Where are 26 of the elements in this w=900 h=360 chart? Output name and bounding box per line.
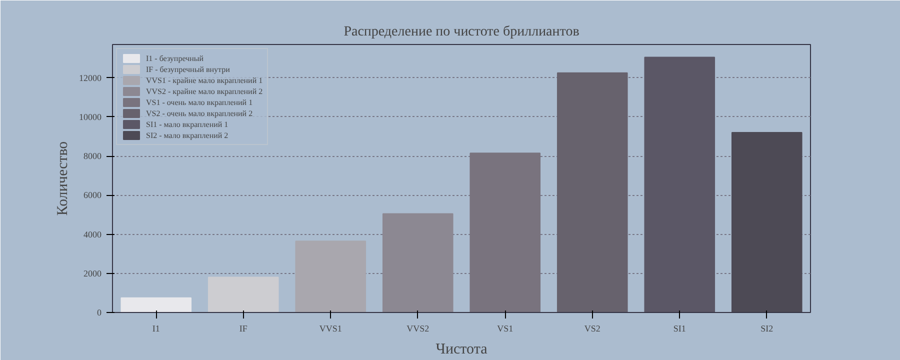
legend-label: VS1 - очень мало вкраплений 1 (146, 97, 253, 107)
legend-label: VS2 - очень мало вкраплений 2 (146, 108, 253, 118)
y-tick-label: 4000 (84, 229, 102, 240)
x-axis-title: Чистота (436, 342, 488, 358)
chart-title: Распределение по чистоте бриллиантов (344, 24, 580, 40)
legend-label: VVS2 - крайне мало вкраплений 2 (146, 86, 263, 96)
x-tick-label: SI2 (760, 324, 774, 334)
x-tick-label: VS1 (497, 324, 514, 334)
x-tick-label: IF (239, 324, 248, 334)
x-tick-label: SI1 (673, 324, 686, 334)
y-tick-label: 8000 (84, 151, 102, 162)
y-axis-title: Количество (55, 141, 71, 216)
x-tick-label: I1 (152, 324, 160, 334)
legend-label: VVS1 - крайне мало вкраплений 1 (146, 75, 263, 85)
y-tick-label: 0 (97, 308, 102, 318)
y-tick-label: 6000 (84, 190, 102, 200)
y-tick-label: 10000 (79, 112, 102, 122)
x-tick-label: VVS1 (319, 324, 342, 334)
y-tick-label: 12000 (79, 72, 102, 83)
legend-label: IF - безупречный внутри (146, 64, 230, 74)
x-tick-label: VS2 (584, 324, 600, 334)
legend-label: SI1 - мало вкраплений 1 (146, 119, 228, 129)
x-tick-label: VVS2 (406, 324, 430, 334)
legend-label: SI2 - мало вкраплений 2 (146, 130, 228, 140)
legend-label: I1 - безупречный (146, 53, 204, 63)
y-tick-label: 2000 (84, 268, 102, 278)
